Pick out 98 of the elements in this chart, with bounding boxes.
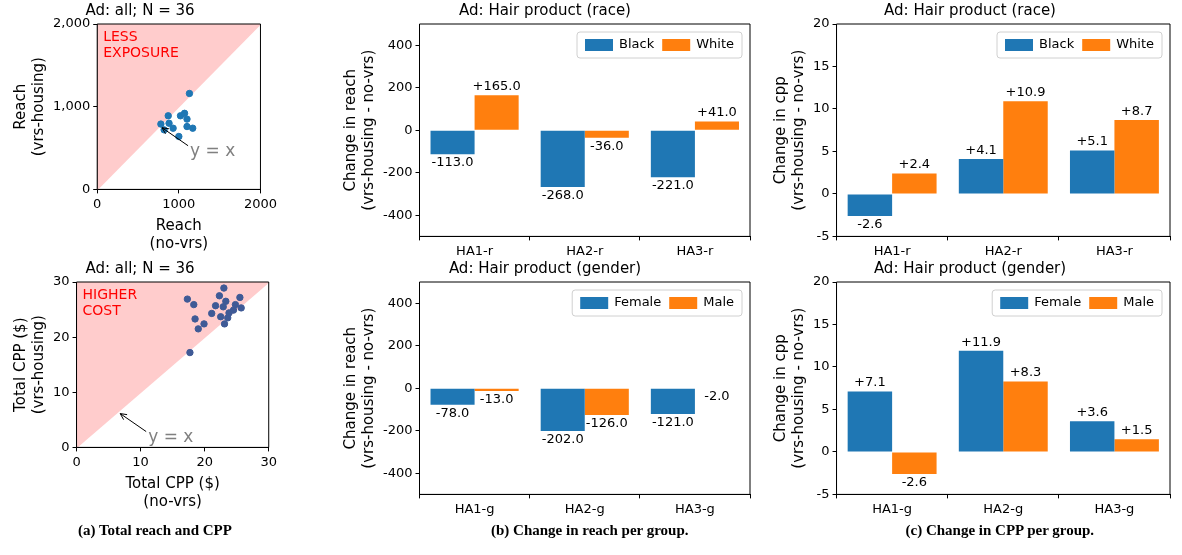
legend-label: Female: [614, 294, 662, 310]
data-label: -2.6: [857, 215, 883, 231]
data-label: +7.1: [854, 374, 886, 390]
x-tick-label: HA3-g: [1094, 500, 1135, 516]
x-tick-label: HA3-g: [674, 500, 715, 516]
data-label: -121.0: [651, 413, 694, 429]
chart-title: Ad: Hair product (gender): [448, 258, 642, 277]
y-tick-label: 20: [813, 15, 830, 31]
x-tick-label: HA3-r: [1095, 242, 1134, 258]
x-tick-label: HA2-g: [983, 500, 1024, 516]
data-label: +10.9: [1005, 84, 1046, 100]
data-label: +11.9: [961, 333, 1001, 349]
x-tick-label: HA1-g: [454, 500, 495, 516]
x-axis-title: Reach (no-vrs): [149, 215, 209, 252]
y-tick-label: -400: [382, 464, 413, 480]
y-tick-label: 30: [53, 273, 70, 289]
x-tick-label: 20: [196, 453, 213, 469]
y-tick-label: 200: [387, 79, 413, 95]
data-label: -2.6: [901, 473, 928, 489]
data-label: -36.0: [589, 137, 624, 153]
x-tick-label: HA1-r: [456, 242, 494, 258]
legend-label: White: [696, 36, 735, 52]
legend-label: Black: [1039, 36, 1075, 52]
y-tick-label: 15: [813, 315, 830, 331]
y-tick-label: 5: [821, 142, 830, 158]
y-tick-label: -5: [816, 227, 830, 243]
data-label: -2.0: [704, 388, 730, 404]
y-tick-label: 0: [821, 443, 830, 459]
y-tick-label: -400: [382, 206, 413, 222]
y-axis-title: Change in cpp (vrs-housing - no-vrs): [770, 307, 807, 469]
y-tick-label: 20: [813, 273, 830, 289]
y-tick-label: -200: [382, 422, 413, 438]
y-tick-label: 400: [387, 36, 413, 52]
data-label: +1.5: [1120, 422, 1153, 438]
x-tick-label: 0: [93, 195, 102, 211]
y-tick-label: -200: [382, 164, 413, 180]
y-tick-label: 400: [387, 294, 413, 310]
legend-label: Black: [619, 36, 655, 52]
y-tick-label: 0: [404, 379, 413, 395]
data-label: -126.0: [585, 414, 628, 430]
y-axis-title: Change in reach (vrs-housing - no-vrs): [340, 49, 377, 211]
data-label: +8.7: [1120, 102, 1153, 118]
series-label: HIGHER COST: [82, 285, 138, 318]
x-tick-label: 30: [260, 453, 277, 469]
legend-label: Female: [1034, 294, 1082, 310]
y-axis-title: Change in cpp (vrs-housing - no-vrs): [770, 49, 807, 211]
x-tick-label: HA3-r: [676, 242, 715, 258]
x-tick-label: 1000: [162, 195, 196, 211]
annotation: y = x: [148, 425, 194, 446]
legend-label: Male: [703, 294, 734, 310]
chart-title: Ad: Hair product (gender): [873, 258, 1067, 277]
y-tick-label: 200: [387, 337, 413, 353]
y-tick-label: 5: [821, 400, 830, 416]
data-label: -13.0: [479, 390, 514, 406]
y-tick-label: 0: [81, 180, 91, 196]
x-tick-label: 10: [132, 453, 149, 469]
y-tick-label: 15: [813, 57, 830, 73]
x-axis-title: Total CPP ($) (no-vrs): [124, 473, 220, 510]
text: (a) Total reach and CPP: [78, 522, 232, 539]
annotation: y = x: [190, 140, 236, 161]
data-label: +3.6: [1076, 404, 1108, 420]
data-label: -268.0: [541, 187, 584, 202]
data-label: +8.3: [1009, 364, 1042, 380]
legend-label: White: [1116, 36, 1155, 52]
series-label: LESS EXPOSURE: [103, 27, 179, 60]
chart-title: Ad: Hair product (race): [459, 0, 631, 19]
text: (b) Change in reach per group.: [491, 522, 689, 539]
x-tick-label: 2000: [243, 195, 277, 211]
y-tick-label: 10: [813, 358, 830, 374]
x-tick-label: HA1-g: [872, 500, 913, 516]
legend-label: Male: [1123, 294, 1154, 310]
data-label: -221.0: [651, 177, 694, 193]
data-label: +165.0: [472, 78, 521, 94]
x-tick-label: HA2-r: [566, 242, 604, 258]
text: (c) Change in CPP per group.: [905, 522, 1095, 539]
data-label: +2.4: [898, 156, 931, 172]
y-tick-label: 1,000: [53, 98, 91, 114]
data-label: +5.1: [1076, 133, 1108, 149]
y-axis-title: Total CPP ($) (vrs-housing): [10, 315, 47, 415]
y-tick-label: 20: [53, 328, 70, 344]
y-tick-label: 10: [53, 383, 70, 399]
x-tick-label: HA2-g: [564, 500, 605, 516]
data-label: -78.0: [435, 404, 470, 420]
x-tick-label: HA2-r: [984, 242, 1023, 258]
y-axis-title: Change in reach (vrs-housing - no-vrs): [340, 307, 377, 469]
y-tick-label: 0: [61, 438, 70, 454]
data-label: -202.0: [541, 430, 584, 446]
y-axis-title: Reach (vrs-housing): [10, 57, 47, 157]
chart-title: Ad: all; N = 36: [85, 258, 195, 277]
data-label: -113.0: [431, 154, 474, 170]
chart-title: Ad: Hair product (race): [884, 0, 1056, 19]
y-tick-label: 10: [813, 100, 830, 116]
y-tick-label: -5: [816, 485, 830, 501]
data-label: +4.1: [965, 141, 997, 157]
x-tick-label: HA1-r: [873, 242, 912, 258]
data-label: +41.0: [697, 104, 737, 120]
y-tick-label: 0: [404, 121, 413, 137]
y-tick-label: 0: [821, 185, 830, 201]
